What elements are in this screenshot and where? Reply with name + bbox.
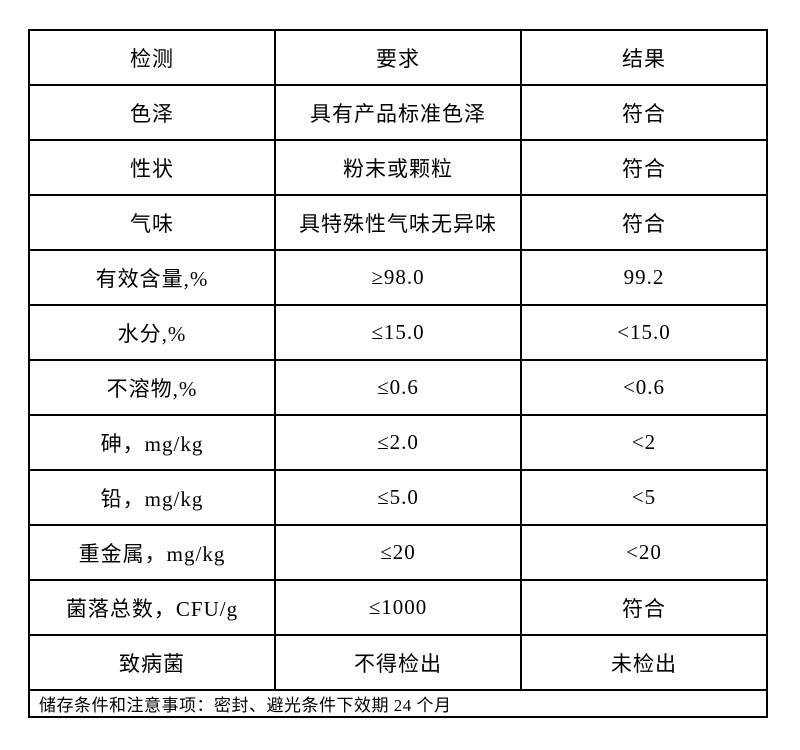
cell-test: 性状 xyxy=(28,139,276,196)
cell-requirement: ≤1000 xyxy=(274,579,522,636)
cell-test: 水分,% xyxy=(28,304,276,361)
cell-test: 色泽 xyxy=(28,84,276,141)
cell-requirement: 具有产品标准色泽 xyxy=(274,84,522,141)
cell-result: 符合 xyxy=(520,84,768,141)
cell-test: 不溶物,% xyxy=(28,359,276,416)
cell-test: 有效含量,% xyxy=(28,249,276,306)
cell-requirement: 具特殊性气味无异味 xyxy=(274,194,522,251)
table-row: 铅，mg/kg ≤5.0 <5 xyxy=(28,469,768,526)
table-row: 砷，mg/kg ≤2.0 <2 xyxy=(28,414,768,471)
cell-result: <20 xyxy=(520,524,768,581)
header-cell-test: 检测 xyxy=(28,29,276,86)
table-row: 致病菌 不得检出 未检出 xyxy=(28,634,768,691)
cell-requirement: ≥98.0 xyxy=(274,249,522,306)
cell-result: 符合 xyxy=(520,139,768,196)
cell-test: 气味 xyxy=(28,194,276,251)
cell-result: 99.2 xyxy=(520,249,768,306)
cell-requirement: 不得检出 xyxy=(274,634,522,691)
cell-test: 菌落总数，CFU/g xyxy=(28,579,276,636)
table-row: 重金属，mg/kg ≤20 <20 xyxy=(28,524,768,581)
cell-requirement: ≤0.6 xyxy=(274,359,522,416)
cell-test: 致病菌 xyxy=(28,634,276,691)
cell-test: 铅，mg/kg xyxy=(28,469,276,526)
inspection-table: 检测 要求 结果 色泽 具有产品标准色泽 符合 性状 粉末或颗粒 符合 气味 具… xyxy=(28,29,768,718)
header-cell-requirement: 要求 xyxy=(274,29,522,86)
table-row: 菌落总数，CFU/g ≤1000 符合 xyxy=(28,579,768,636)
cell-test: 重金属，mg/kg xyxy=(28,524,276,581)
cell-result: 符合 xyxy=(520,194,768,251)
header-cell-result: 结果 xyxy=(520,29,768,86)
table-row: 有效含量,% ≥98.0 99.2 xyxy=(28,249,768,306)
table-row: 气味 具特殊性气味无异味 符合 xyxy=(28,194,768,251)
table-row: 色泽 具有产品标准色泽 符合 xyxy=(28,84,768,141)
table-row: 水分,% ≤15.0 <15.0 xyxy=(28,304,768,361)
cell-result: 未检出 xyxy=(520,634,768,691)
cell-result: <2 xyxy=(520,414,768,471)
cell-result: <5 xyxy=(520,469,768,526)
cell-result: <15.0 xyxy=(520,304,768,361)
table-row: 性状 粉末或颗粒 符合 xyxy=(28,139,768,196)
storage-note: 储存条件和注意事项：密封、避光条件下效期 24 个月 xyxy=(28,689,768,718)
cell-requirement: ≤20 xyxy=(274,524,522,581)
cell-requirement: ≤15.0 xyxy=(274,304,522,361)
cell-test: 砷，mg/kg xyxy=(28,414,276,471)
cell-requirement: ≤5.0 xyxy=(274,469,522,526)
cell-result: 符合 xyxy=(520,579,768,636)
table-footer-row: 储存条件和注意事项：密封、避光条件下效期 24 个月 xyxy=(28,689,768,718)
cell-requirement: ≤2.0 xyxy=(274,414,522,471)
cell-result: <0.6 xyxy=(520,359,768,416)
table-row: 不溶物,% ≤0.6 <0.6 xyxy=(28,359,768,416)
table-header-row: 检测 要求 结果 xyxy=(28,29,768,86)
cell-requirement: 粉末或颗粒 xyxy=(274,139,522,196)
